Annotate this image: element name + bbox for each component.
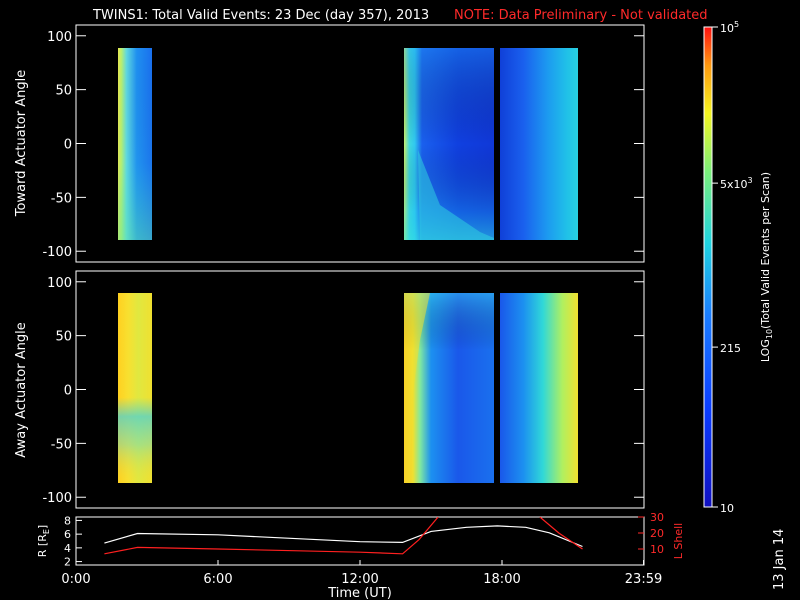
ephemeris-xtick-label: 18:00 xyxy=(483,572,520,587)
toward-gap xyxy=(496,48,499,240)
ephemeris-left-tick-label: 6 xyxy=(64,528,71,541)
toward-ytick-label: 0 xyxy=(64,138,72,153)
toward-bar-2-shade xyxy=(404,48,494,240)
ephemeris-left-tick-label: 4 xyxy=(64,542,71,555)
away-bar-3 xyxy=(500,293,578,483)
toward-ylabel: Toward Actuator Angle xyxy=(14,70,29,217)
preliminary-note: NOTE: Data Preliminary - Not validated xyxy=(454,8,708,23)
colorbar-tick-label: 105 xyxy=(720,20,739,35)
toward-ytick-label: -50 xyxy=(51,191,72,206)
ephemeris-right-tick-label: 10 xyxy=(650,543,664,556)
ephemeris-left-tick-label: 2 xyxy=(64,556,71,569)
ephemeris-xtick-label: 12:00 xyxy=(341,572,378,587)
toward-panel: 100 50 0 -50 -100 Toward Actuator Angle xyxy=(14,24,645,263)
toward-bar-1-shade xyxy=(118,48,152,240)
away-ytick-label: 50 xyxy=(55,330,72,345)
ephemeris-xtick-label: 23:59 xyxy=(625,572,662,587)
colorbar-tick-label: 215 xyxy=(720,342,741,355)
ephemeris-right-tick-label: 20 xyxy=(650,527,664,540)
away-ytick-label: -50 xyxy=(51,437,72,452)
colorbar-scale xyxy=(703,26,713,508)
away-ylabel: Away Actuator Angle xyxy=(14,322,29,457)
date-stamp: 13 Jan 14 xyxy=(772,529,787,590)
away-ytick-label: -100 xyxy=(42,491,72,506)
away-bar-1-shade xyxy=(118,293,152,483)
toward-ytick-label: -100 xyxy=(42,245,72,260)
away-ytick-label: 100 xyxy=(47,276,72,291)
toward-ytick-label: 50 xyxy=(55,84,72,99)
l-shell-line-1 xyxy=(104,517,439,555)
toward-bar-2-plume xyxy=(418,150,494,240)
colorbar-tick-label: 5x103 xyxy=(720,176,753,191)
ephemeris-right-tick-label: 30 xyxy=(650,511,664,524)
ephemeris-xtick-label: 6:00 xyxy=(203,572,232,587)
ephemeris-xlabel: Time (UT) xyxy=(327,586,392,600)
away-gap xyxy=(496,293,499,483)
toward-ytick-label: 100 xyxy=(47,30,72,45)
toward-bar-3 xyxy=(500,48,578,240)
away-bar-2-plume xyxy=(404,293,430,483)
ephemeris-left-tick-label: 8 xyxy=(64,514,71,527)
colorbar: 105 5x103 215 10 LOG10(Total Valid Events p… xyxy=(703,20,774,515)
away-panel: 100 50 0 -50 -100 Away Actuator Angle xyxy=(14,270,645,509)
colorbar-label: LOG10(Total Valid Events per Scan) xyxy=(759,172,774,362)
chart-title: TWINS1: Total Valid Events: 23 Dec (day … xyxy=(92,8,429,23)
r-distance-line-0 xyxy=(104,525,583,548)
ephemeris-xtick-label: 0:00 xyxy=(61,572,90,587)
colorbar-tick-label: 10 xyxy=(720,502,734,515)
ephemeris-frame xyxy=(75,516,645,566)
ephemeris-ylabel-left: R [RE] xyxy=(36,525,51,557)
ephemeris-ylabel-right: L Shell xyxy=(672,523,685,559)
away-ytick-label: 0 xyxy=(64,384,72,399)
l-shell-line-2 xyxy=(539,517,583,550)
